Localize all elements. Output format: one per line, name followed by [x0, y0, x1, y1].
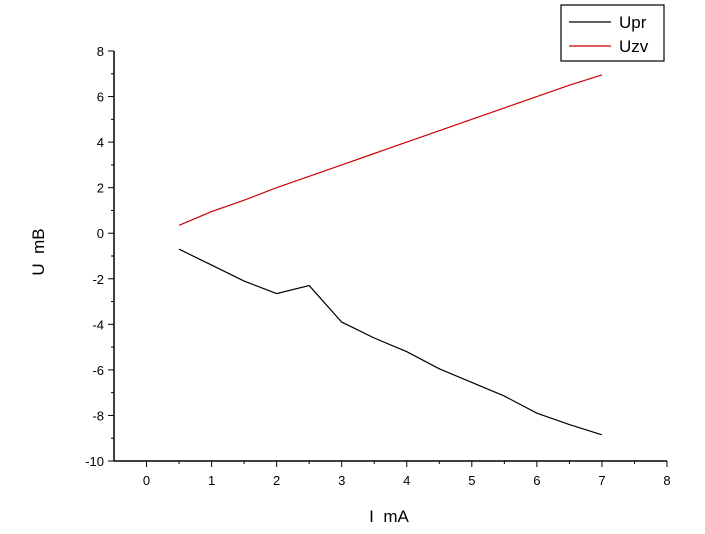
- x-tick-label: 7: [598, 473, 605, 488]
- y-tick-label: 6: [97, 90, 104, 105]
- legend-box: [560, 4, 665, 62]
- y-tick-label: -8: [92, 408, 104, 423]
- x-tick-label: 8: [663, 473, 670, 488]
- x-axis-title: I mA: [369, 507, 409, 526]
- legend: Upr Uzv: [560, 4, 665, 62]
- y-tick-label: -4: [92, 317, 104, 332]
- x-tick-label: 5: [468, 473, 475, 488]
- y-tick-label: 2: [97, 181, 104, 196]
- x-tick-label: 2: [273, 473, 280, 488]
- x-tick-label: 6: [533, 473, 540, 488]
- x-tick-label: 0: [143, 473, 150, 488]
- chart-axes: 0 1 2 3 4 5 6 7 8 -10 -8 -6 -4 -2 0 2 4 6 8: [85, 44, 670, 488]
- y-tick-label: 4: [97, 135, 104, 150]
- x-tick-label: 3: [338, 473, 345, 488]
- y-tick-label: 0: [97, 226, 104, 241]
- y-tick-label: -2: [92, 272, 104, 287]
- x-tick-label: 4: [403, 473, 410, 488]
- legend-label-upr: Upr: [619, 13, 647, 32]
- series-line-uzv: [178, 74, 603, 226]
- series-layer: [178, 74, 603, 436]
- series-line-upr: [178, 248, 603, 436]
- legend-label-uzv: Uzv: [619, 37, 649, 56]
- x-tick-label: 1: [208, 473, 215, 488]
- y-tick-label: -6: [92, 363, 104, 378]
- y-tick-label: 8: [97, 44, 104, 59]
- y-axis-title: U mB: [29, 228, 48, 275]
- y-tick-label: -10: [85, 454, 104, 469]
